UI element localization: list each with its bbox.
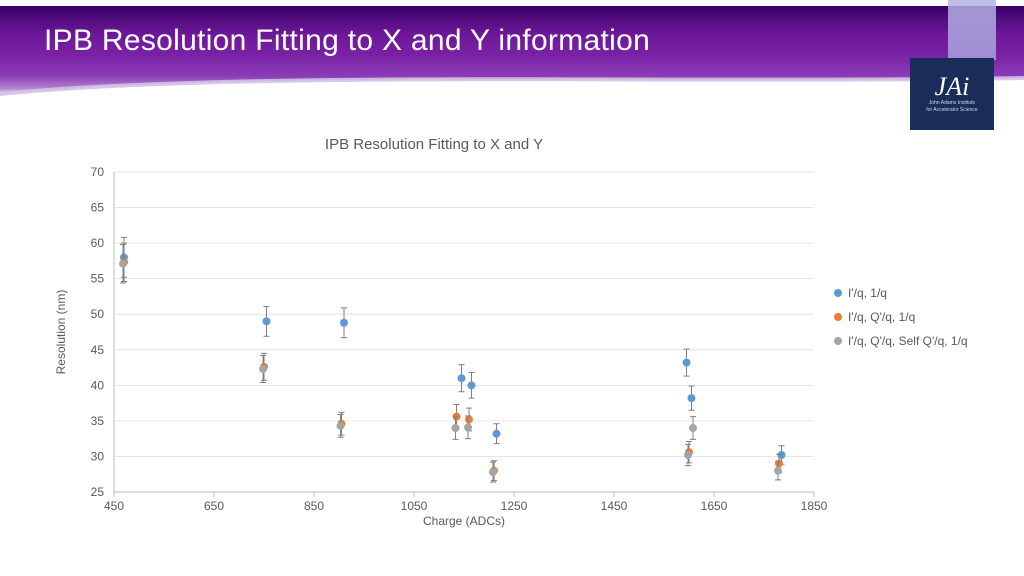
data-point (340, 319, 348, 327)
data-point (452, 424, 460, 432)
legend-marker (834, 337, 842, 345)
data-point (688, 394, 696, 402)
title-bar: IPB Resolution Fitting to X and Y inform… (0, 0, 1024, 96)
data-point (337, 422, 345, 430)
x-axis-label: Charge (ADCs) (114, 514, 814, 528)
x-tick-label: 1050 (401, 499, 428, 513)
legend-marker (834, 289, 842, 297)
y-axis-label: Resolution (nm) (54, 172, 68, 492)
x-tick-label: 1450 (601, 499, 628, 513)
data-point (493, 430, 501, 438)
y-tick-label: 55 (91, 272, 105, 286)
data-point (489, 468, 497, 476)
data-point (464, 423, 472, 431)
data-point (684, 451, 692, 459)
data-point (468, 381, 476, 389)
data-point (259, 365, 267, 373)
chart-container: IPB Resolution Fitting to X and Y Resolu… (44, 136, 984, 556)
slide-title: IPB Resolution Fitting to X and Y inform… (44, 24, 650, 58)
plot-svg: 2530354045505560657045065085010501250145… (114, 172, 814, 492)
y-tick-label: 30 (91, 449, 105, 463)
legend-marker (834, 313, 842, 321)
legend: I'/q, 1/q I'/q, Q'/q, 1/q I'/q, Q'/q, Self… (834, 286, 968, 358)
data-point (263, 317, 271, 325)
legend-item: I'/q, Q'/q, 1/q (834, 310, 968, 324)
data-point (689, 424, 697, 432)
logo-subtitle-1: John Adams Institute (929, 101, 975, 106)
x-tick-label: 1250 (501, 499, 528, 513)
data-point (119, 260, 127, 268)
data-point (774, 467, 782, 475)
y-tick-label: 40 (91, 378, 105, 392)
legend-item: I'/q, 1/q (834, 286, 968, 300)
x-tick-label: 850 (304, 499, 324, 513)
y-tick-label: 70 (91, 165, 105, 179)
logo-subtitle-2: for Accelerator Science (926, 108, 977, 113)
y-tick-label: 50 (91, 307, 105, 321)
legend-label: I'/q, Q'/q, Self Q'/q, 1/q (848, 334, 968, 348)
plot-area: 2530354045505560657045065085010501250145… (114, 172, 814, 492)
logo-box: JAi John Adams Institute for Accelerator… (910, 58, 994, 130)
x-tick-label: 1650 (701, 499, 728, 513)
y-tick-label: 45 (91, 343, 105, 357)
data-point (683, 359, 691, 367)
legend-label: I'/q, 1/q (848, 286, 887, 300)
title-bar-swoosh (0, 74, 1024, 98)
legend-item: I'/q, Q'/q, Self Q'/q, 1/q (834, 334, 968, 348)
x-tick-label: 450 (104, 499, 124, 513)
y-tick-label: 35 (91, 414, 105, 428)
y-tick-label: 65 (91, 201, 105, 215)
x-tick-label: 650 (204, 499, 224, 513)
logo-text: JAi (935, 75, 970, 98)
data-point (775, 460, 783, 468)
data-point (458, 374, 466, 382)
side-ribbon (948, 0, 996, 60)
data-point (465, 415, 473, 423)
x-tick-label: 1850 (801, 499, 828, 513)
y-tick-label: 60 (91, 236, 105, 250)
chart-title: IPB Resolution Fitting to X and Y (44, 136, 824, 153)
y-tick-label: 25 (91, 485, 105, 499)
legend-label: I'/q, Q'/q, 1/q (848, 310, 915, 324)
